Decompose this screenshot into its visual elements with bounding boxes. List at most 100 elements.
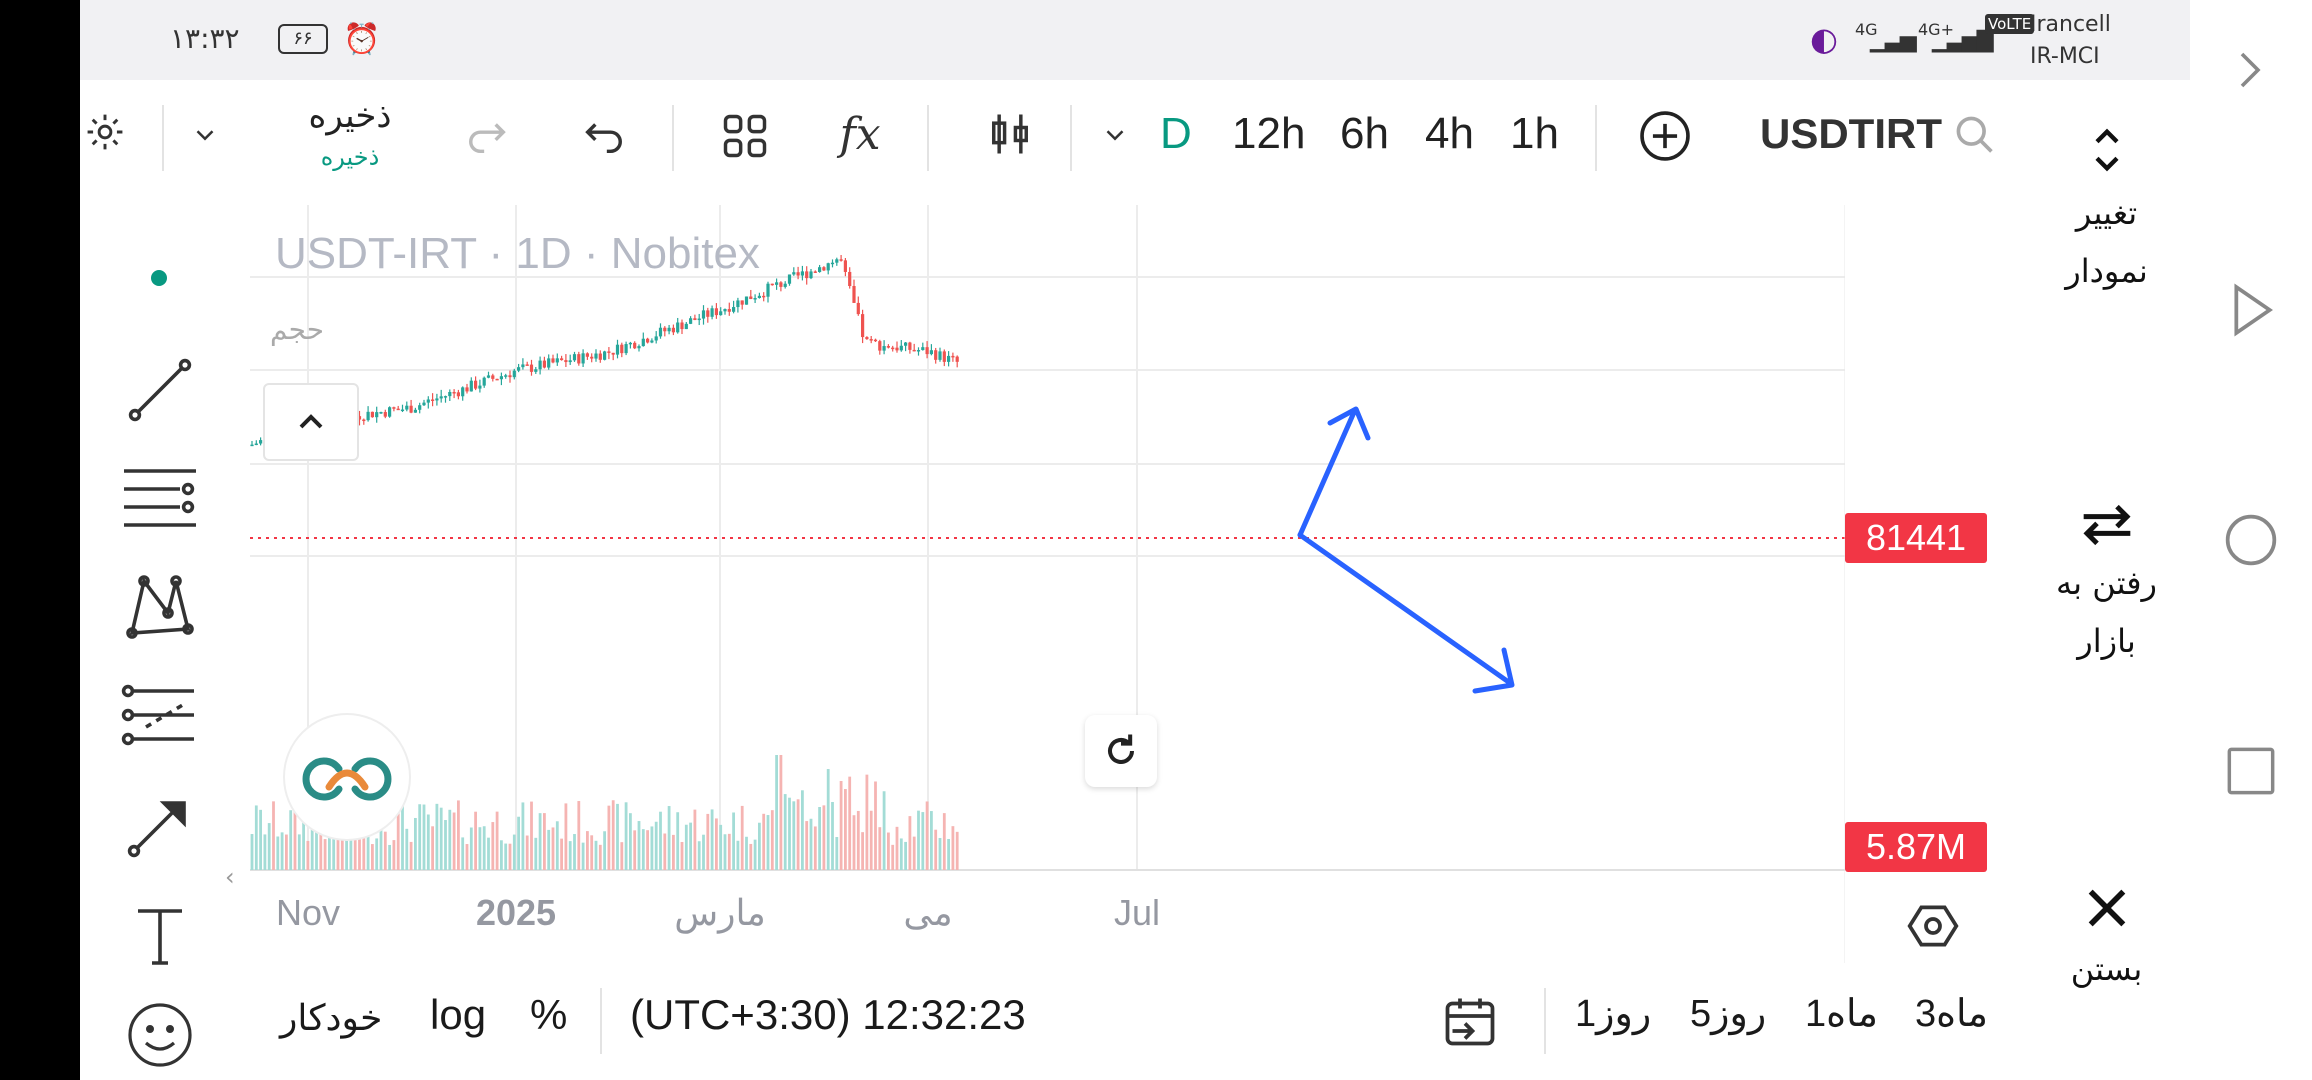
range-3m[interactable]: 3ماه <box>1915 993 1988 1035</box>
drawing-toolbar <box>80 205 250 1080</box>
candle-body <box>757 295 761 299</box>
nav-back-icon[interactable] <box>2228 280 2278 344</box>
fib-icon[interactable] <box>118 675 202 759</box>
volume-bar <box>487 837 490 870</box>
volume-bar <box>689 822 692 870</box>
reset-chart-button[interactable] <box>1085 715 1157 787</box>
volume-bar <box>684 824 688 870</box>
undo-icon[interactable] <box>575 108 631 164</box>
volume-bar <box>418 804 422 870</box>
add-icon[interactable] <box>1635 106 1695 166</box>
log-scale-toggle[interactable]: log <box>430 991 487 1038</box>
volume-bar <box>319 825 323 870</box>
candle-body <box>856 302 860 315</box>
candle-body <box>800 271 804 276</box>
candle-body <box>762 295 766 298</box>
close-button[interactable]: بستن <box>2023 880 2190 998</box>
toolbar-divider <box>1595 105 1597 171</box>
percent-scale-toggle[interactable]: % <box>530 991 568 1038</box>
timeframe-d[interactable]: D <box>1160 109 1192 158</box>
nav-home-icon[interactable] <box>2223 512 2279 572</box>
date-range-icon[interactable] <box>1440 991 1500 1055</box>
toolbar-divider <box>1070 105 1072 171</box>
symbol-search[interactable]: USDTIRT <box>1760 104 1996 164</box>
volume-bar <box>895 826 899 870</box>
volume-bar <box>693 809 697 870</box>
drawn-arrows[interactable] <box>1297 406 1515 694</box>
horizontal-lines-icon[interactable] <box>118 455 202 539</box>
down-arrow-drawing[interactable] <box>1297 532 1515 694</box>
pattern-icon[interactable] <box>120 565 200 649</box>
candle-body <box>572 354 577 361</box>
candles-icon[interactable] <box>980 104 1040 164</box>
candle-body <box>706 310 710 317</box>
volume-bar <box>826 769 830 870</box>
battery-indicator: ۶۶ <box>278 24 328 54</box>
range-5d[interactable]: 5روز <box>1690 993 1767 1035</box>
timezone-clock[interactable]: (UTC+3:30) 12:32:23 <box>630 991 1026 1038</box>
candle-body <box>413 409 417 413</box>
save-button[interactable]: ذخیره ذخیره <box>280 90 420 190</box>
candle-body <box>908 342 912 350</box>
timeframe-chevron-icon[interactable] <box>1090 110 1140 160</box>
volume-bar <box>917 810 920 870</box>
volume-bar <box>865 774 869 870</box>
candle-body <box>628 342 632 345</box>
timeframe-6h[interactable]: 6h <box>1340 109 1389 158</box>
volume-bar <box>302 815 305 870</box>
volume-bar <box>448 809 452 870</box>
emoji-icon[interactable] <box>120 995 200 1079</box>
auto-scale-toggle[interactable]: خودکار <box>280 997 383 1038</box>
up-arrow-drawing[interactable] <box>1297 406 1371 538</box>
trendline-icon[interactable] <box>120 350 200 434</box>
network-4g-plus-label: 4G+ <box>1918 20 1954 39</box>
scroll-left-icon[interactable]: ‹ <box>225 863 235 891</box>
volume-bar <box>646 830 649 870</box>
volume-bar <box>745 836 748 870</box>
redo-icon[interactable] <box>460 108 516 164</box>
candle-body <box>792 272 796 275</box>
candle-body <box>697 318 701 321</box>
candle-body <box>560 358 564 361</box>
range-1m[interactable]: 1ماه <box>1805 993 1878 1035</box>
save-dropdown-chevron-icon[interactable] <box>180 110 230 160</box>
candle-body <box>375 412 379 418</box>
candle-body <box>912 349 916 352</box>
volume-bar <box>512 834 516 870</box>
candle-body <box>392 407 396 409</box>
arrow-tool-icon[interactable] <box>120 785 200 869</box>
time-axis[interactable]: Nov 2025 مارس می Jul <box>276 892 1160 934</box>
candle-body <box>465 387 469 392</box>
nav-expand-icon[interactable] <box>2230 45 2270 99</box>
volume-bar <box>555 821 559 870</box>
collapse-indicators-button[interactable] <box>263 383 359 461</box>
timeframe-12h[interactable]: 12h <box>1232 109 1306 158</box>
candle-body <box>749 296 753 300</box>
text-tool-icon[interactable] <box>120 895 200 979</box>
volume-bar <box>525 835 529 870</box>
volume-bar <box>706 813 710 870</box>
volume-bar <box>697 841 701 870</box>
candle-body <box>783 283 787 287</box>
nobitex-logo[interactable] <box>285 715 409 839</box>
volume-bar <box>306 840 310 870</box>
chart-settings-icon[interactable] <box>1905 898 1961 958</box>
price-chart[interactable]: 1200001000006000040000 Nov2025مارسمیJul … <box>225 160 1987 963</box>
nav-recents-icon[interactable] <box>2225 745 2277 801</box>
go-to-market-button[interactable]: رفتن به بازار <box>2023 500 2190 670</box>
volume-bar <box>904 841 907 870</box>
volume-bar <box>882 791 886 870</box>
candle-body <box>254 443 258 446</box>
candle-body <box>796 272 800 276</box>
range-1d[interactable]: 1روز <box>1575 993 1652 1035</box>
status-time: ۱۳:۳۲ <box>170 22 240 55</box>
layout-grid-icon[interactable] <box>715 106 775 166</box>
settings-icon[interactable] <box>80 104 130 160</box>
indicators-icon[interactable]: fx <box>830 104 890 164</box>
change-chart-button[interactable]: تغییر نمودار <box>2023 120 2190 300</box>
timeframe-4h[interactable]: 4h <box>1425 109 1474 158</box>
bottom-bar: خودکار log % (UTC+3:30) 12:32:23 1روز 5ر… <box>250 963 2023 1080</box>
candle-body <box>598 353 602 360</box>
timeframe-1h[interactable]: 1h <box>1510 109 1559 158</box>
volume-bar <box>758 822 761 870</box>
